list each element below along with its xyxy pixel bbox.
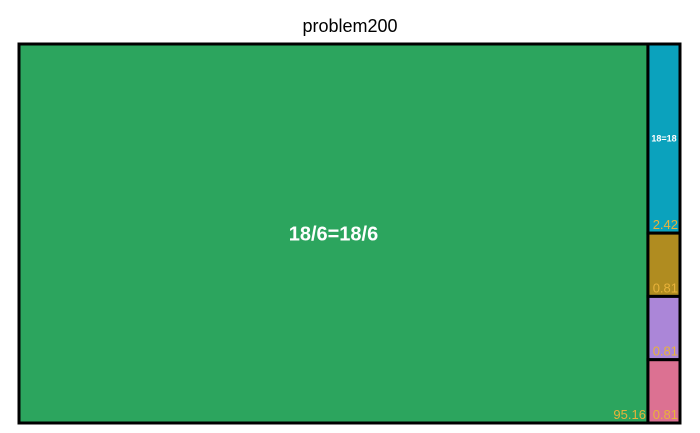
chart-title: problem200 <box>302 16 398 36</box>
treemap-value-label-4: 0.81 <box>653 344 678 359</box>
treemap-label-1: 18/6=18/6 <box>289 224 379 246</box>
treemap-tile-3 <box>646 231 682 298</box>
treemap-value-label-2: 2.42 <box>653 217 678 232</box>
treemap-value-label-1: 95.16 <box>613 407 646 422</box>
treemap-tile-5 <box>646 358 682 425</box>
treemap-label-2: 18=18 <box>651 134 676 144</box>
treemap-value-label-5: 0.81 <box>653 407 678 422</box>
treemap-value-label-3: 0.81 <box>653 280 678 295</box>
treemap-tile-4 <box>646 294 682 362</box>
